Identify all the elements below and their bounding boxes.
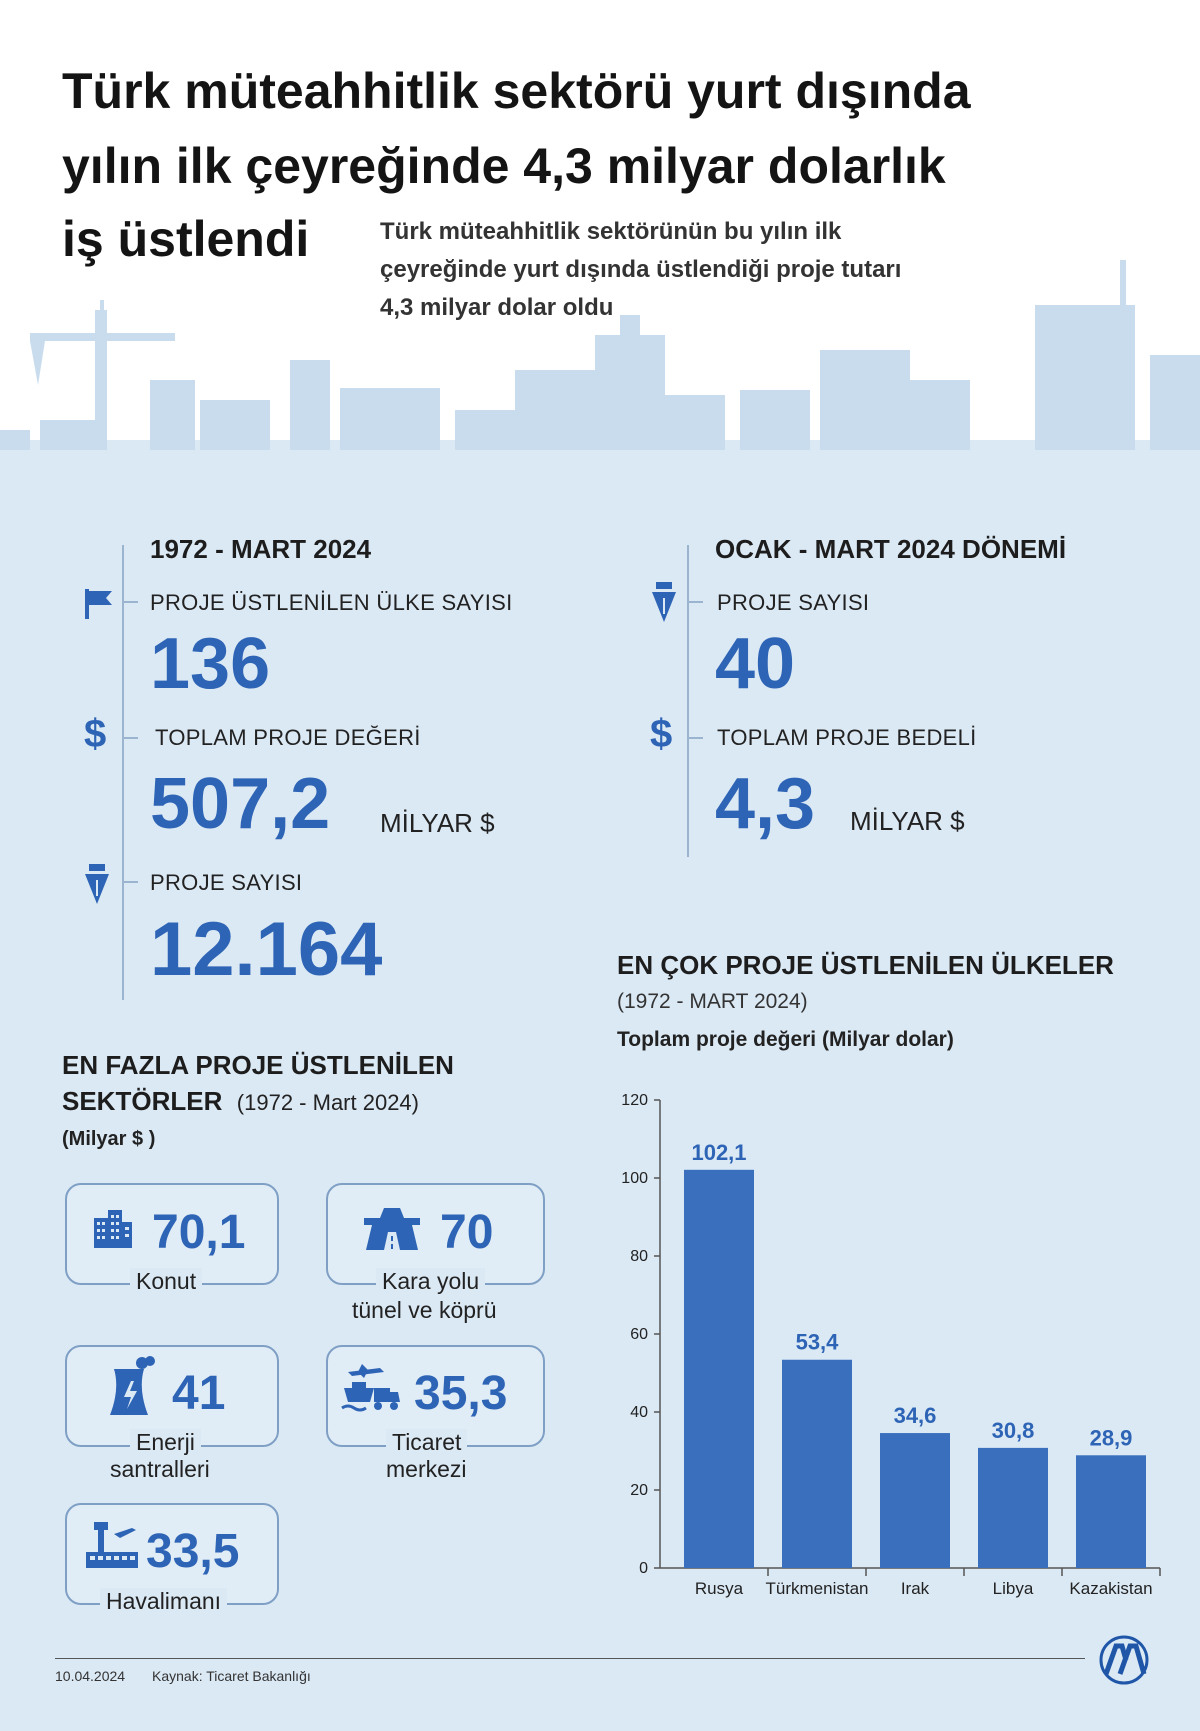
bar-value-label: 102,1 <box>691 1140 746 1165</box>
subtitle-line-3: 4,3 milyar dolar oldu <box>380 294 614 321</box>
road-tunnel-icon <box>364 1208 420 1250</box>
sector-value: 70,1 <box>152 1206 246 1259</box>
sector-value: 35,3 <box>414 1367 508 1420</box>
subtitle-line-2: çeyreğinde yurt dışında üstlendiği proje… <box>380 256 902 283</box>
q1-total-label: TOPLAM PROJE BEDELİ <box>717 725 977 750</box>
dollar-icon: $ <box>84 712 107 756</box>
total-value-value: 507,2 <box>150 764 331 844</box>
bar-value-label: 30,8 <box>992 1418 1035 1443</box>
y-tick-label: 120 <box>621 1092 648 1109</box>
dollar-icon: $ <box>650 712 673 756</box>
airport-icon <box>86 1522 138 1568</box>
flag-icon <box>85 589 112 619</box>
subtitle-line-1: Türk müteahhitlik sektörünün bu yılın il… <box>380 218 842 245</box>
page-title-line-1: Türk müteahhitlik sektörü yurt dışında <box>62 63 971 119</box>
country-count-value: 136 <box>150 624 271 704</box>
total-value-label: TOPLAM PROJE DEĞERİ <box>155 725 421 750</box>
x-tick-label: Türkmenistan <box>766 1579 869 1598</box>
bar-libya <box>978 1447 1048 1568</box>
y-tick-label: 20 <box>630 1482 648 1499</box>
y-tick-label: 40 <box>630 1404 648 1421</box>
sectors-heading-line-1: EN FAZLA PROJE ÜSTLENİLEN <box>62 1050 454 1080</box>
left-stats-divider <box>122 545 124 1000</box>
total-value-unit: MİLYAR $ <box>380 808 495 838</box>
bar-value-label: 53,4 <box>796 1330 840 1355</box>
chart-subtitle: (1972 - MART 2024) <box>617 990 808 1013</box>
bar-value-label: 28,9 <box>1090 1425 1133 1450</box>
aa-logo <box>1099 1635 1149 1685</box>
q1-project-count-value: 40 <box>715 624 796 704</box>
y-tick-label: 0 <box>639 1560 648 1577</box>
chart-ylabel: Toplam proje değeri (Milyar dolar) <box>617 1028 954 1051</box>
q1-total-value: 4,3 <box>715 764 816 844</box>
sector-label: Havalimanı <box>100 1588 228 1615</box>
sector-label: merkezi <box>386 1456 467 1482</box>
bar-kazakistan <box>1076 1455 1146 1568</box>
x-tick-label: Irak <box>901 1579 930 1598</box>
q1-total-unit: MİLYAR $ <box>850 806 965 836</box>
page-title-line-3: iş üstlendi <box>62 211 310 267</box>
sector-label: Enerji <box>130 1429 201 1456</box>
bar-irak <box>880 1433 950 1568</box>
bar-türkmenistan <box>782 1359 852 1568</box>
sectors-heading-line-2: SEKTÖRLER (1972 - Mart 2024) <box>62 1086 419 1117</box>
tick <box>689 737 703 739</box>
sectors-unit: (Milyar $ ) <box>62 1128 156 1150</box>
footer-divider <box>55 1658 1085 1659</box>
bar-rusya <box>684 1169 754 1568</box>
tick <box>124 601 138 603</box>
tick <box>124 881 138 883</box>
pen-nib-icon <box>85 864 109 904</box>
y-tick-label: 60 <box>630 1326 648 1343</box>
footer-date: 10.04.2024 <box>55 1668 126 1684</box>
page-title-line-2: yılın ilk çeyreğinde 4,3 milyar dolarlık <box>62 138 946 194</box>
y-tick-label: 100 <box>621 1170 648 1187</box>
building-icon <box>94 1210 132 1248</box>
x-tick-label: Kazakistan <box>1069 1579 1152 1598</box>
power-plant-icon <box>110 1356 155 1415</box>
right-stats-divider <box>687 545 689 857</box>
sector-label: tünel ve köprü <box>352 1297 497 1323</box>
country-count-label: PROJE ÜSTLENİLEN ÜLKE SAYISI <box>150 590 513 615</box>
tick <box>689 601 703 603</box>
trade-transport-icon <box>341 1364 400 1412</box>
sectors-period: (1972 - Mart 2024) <box>236 1090 419 1115</box>
sector-value: 41 <box>172 1367 226 1420</box>
footer-source: Kaynak: Ticaret Bakanlığı <box>152 1668 311 1684</box>
aa-logo-text: AA <box>1112 1690 1113 1691</box>
q1-project-count-label: PROJE SAYISI <box>717 590 870 615</box>
sector-label: Kara yolu <box>376 1268 486 1295</box>
right-stats-heading: OCAK - MART 2024 DÖNEMİ <box>715 534 1067 564</box>
x-tick-label: Rusya <box>695 1579 744 1598</box>
sector-label: Konut <box>130 1268 203 1295</box>
left-stats-heading: 1972 - MART 2024 <box>150 534 372 564</box>
project-count-value: 12.164 <box>150 907 383 992</box>
sectors-heading-word: SEKTÖRLER <box>62 1086 223 1116</box>
project-count-label: PROJE SAYISI <box>150 870 303 895</box>
sector-value: 33,5 <box>146 1525 240 1578</box>
sector-value: 70 <box>440 1206 494 1259</box>
sector-label: santralleri <box>110 1456 210 1482</box>
y-tick-label: 80 <box>630 1248 648 1265</box>
chart-title: EN ÇOK PROJE ÜSTLENİLEN ÜLKELER <box>617 950 1114 980</box>
x-tick-label: Libya <box>993 1579 1034 1598</box>
bar-value-label: 34,6 <box>894 1403 937 1428</box>
pen-nib-icon <box>652 582 676 622</box>
tick <box>124 737 138 739</box>
sector-label: Ticaret <box>386 1429 468 1456</box>
bar-chart: 0 20 40 60 80 100 120 102,1 Rusya 53,4 Türkmenista… <box>621 1092 1161 1598</box>
